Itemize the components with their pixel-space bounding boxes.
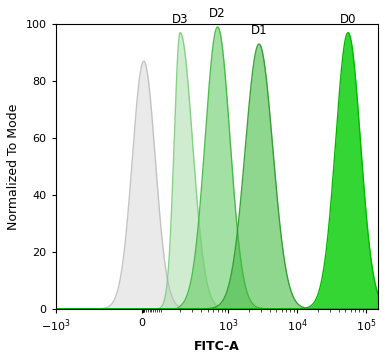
Text: D0: D0: [340, 13, 356, 26]
Text: D2: D2: [209, 7, 226, 20]
Y-axis label: Normalized To Mode: Normalized To Mode: [7, 103, 20, 230]
X-axis label: FITC-A: FITC-A: [194, 340, 240, 353]
Text: D1: D1: [251, 24, 267, 37]
Text: D3: D3: [172, 13, 188, 26]
